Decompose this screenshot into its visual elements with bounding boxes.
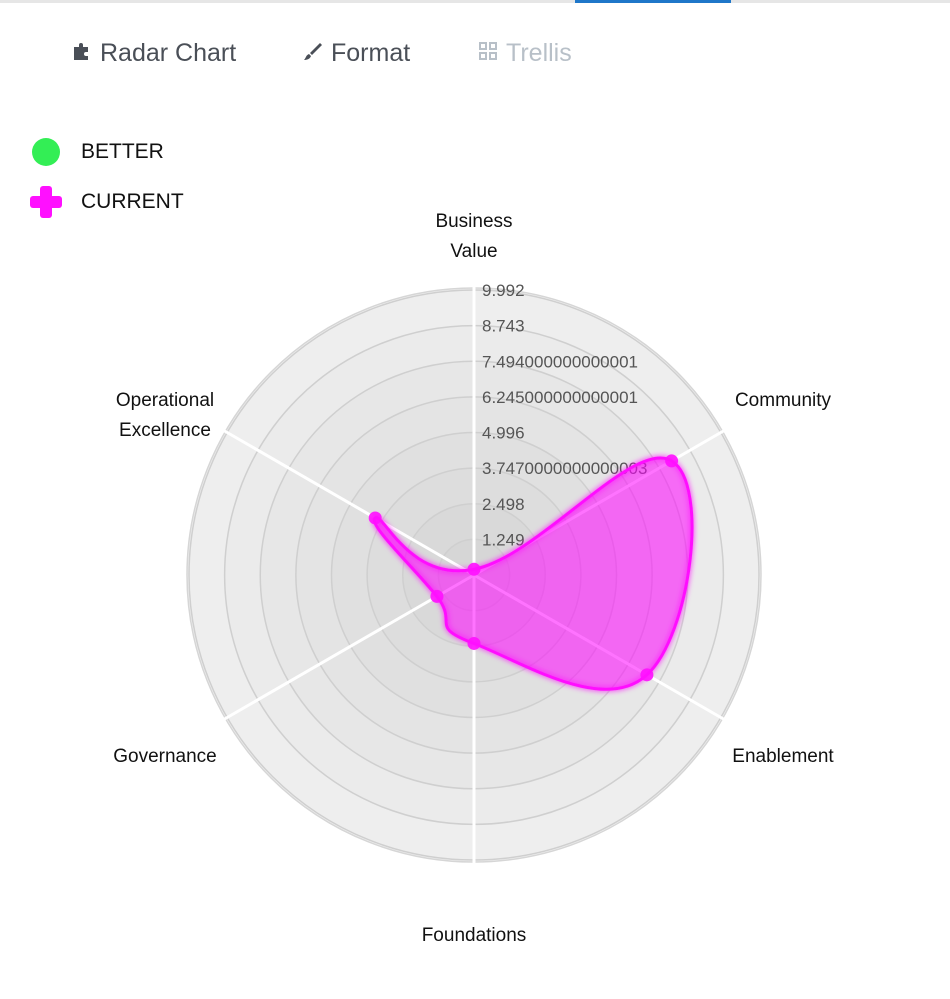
radar-tick-label: 8.743 (482, 317, 525, 336)
axis-label-business-value: Business Value (435, 211, 513, 262)
plus-icon (30, 186, 62, 218)
grid-icon (478, 39, 498, 68)
legend-label: CURRENT (81, 190, 184, 213)
tab-label: Radar Chart (100, 38, 237, 67)
tab-format[interactable]: Format (303, 36, 410, 70)
data-point-0 (467, 562, 481, 576)
radar-tick-label: 4.996 (482, 424, 525, 443)
radar-tick-label: 2.498 (482, 495, 525, 514)
data-point-4 (430, 589, 444, 603)
legend-item-current[interactable]: CURRENT (30, 186, 184, 218)
axis-label-community: Community (734, 390, 832, 411)
data-point-5 (368, 511, 382, 525)
legend-item-better[interactable]: BETTER (30, 136, 164, 168)
radar-tick-label: 6.245000000000001 (482, 388, 638, 407)
tab-label: Format (331, 38, 411, 67)
tab-label: Trellis (506, 38, 572, 67)
radar-spoke (219, 427, 475, 577)
radar-tick-label: 7.494000000000001 (482, 352, 638, 371)
data-point-1 (665, 454, 679, 468)
axis-label-foundations: Foundations (421, 925, 527, 946)
data-point-2 (640, 668, 654, 682)
active-tab-indicator (575, 0, 731, 3)
axis-label-governance: Governance (113, 746, 217, 767)
puzzle-icon (72, 39, 92, 68)
tab-radar-chart[interactable]: Radar Chart (72, 36, 236, 70)
top-border (0, 0, 950, 3)
legend-label: BETTER (81, 140, 164, 163)
tab-trellis[interactable]: Trellis (478, 36, 572, 70)
data-point-3 (467, 636, 481, 650)
circle-icon (30, 136, 62, 168)
radar-tick-label: 3.7470000000000003 (482, 459, 647, 478)
axis-label-enablement: Enablement (732, 746, 834, 767)
brush-icon (303, 39, 323, 68)
axis-label-operational-excellence: Operational Excellence (115, 390, 215, 441)
radar-tick-label: 9.992 (482, 281, 525, 300)
radar-tick-label: 1.249 (482, 530, 525, 549)
